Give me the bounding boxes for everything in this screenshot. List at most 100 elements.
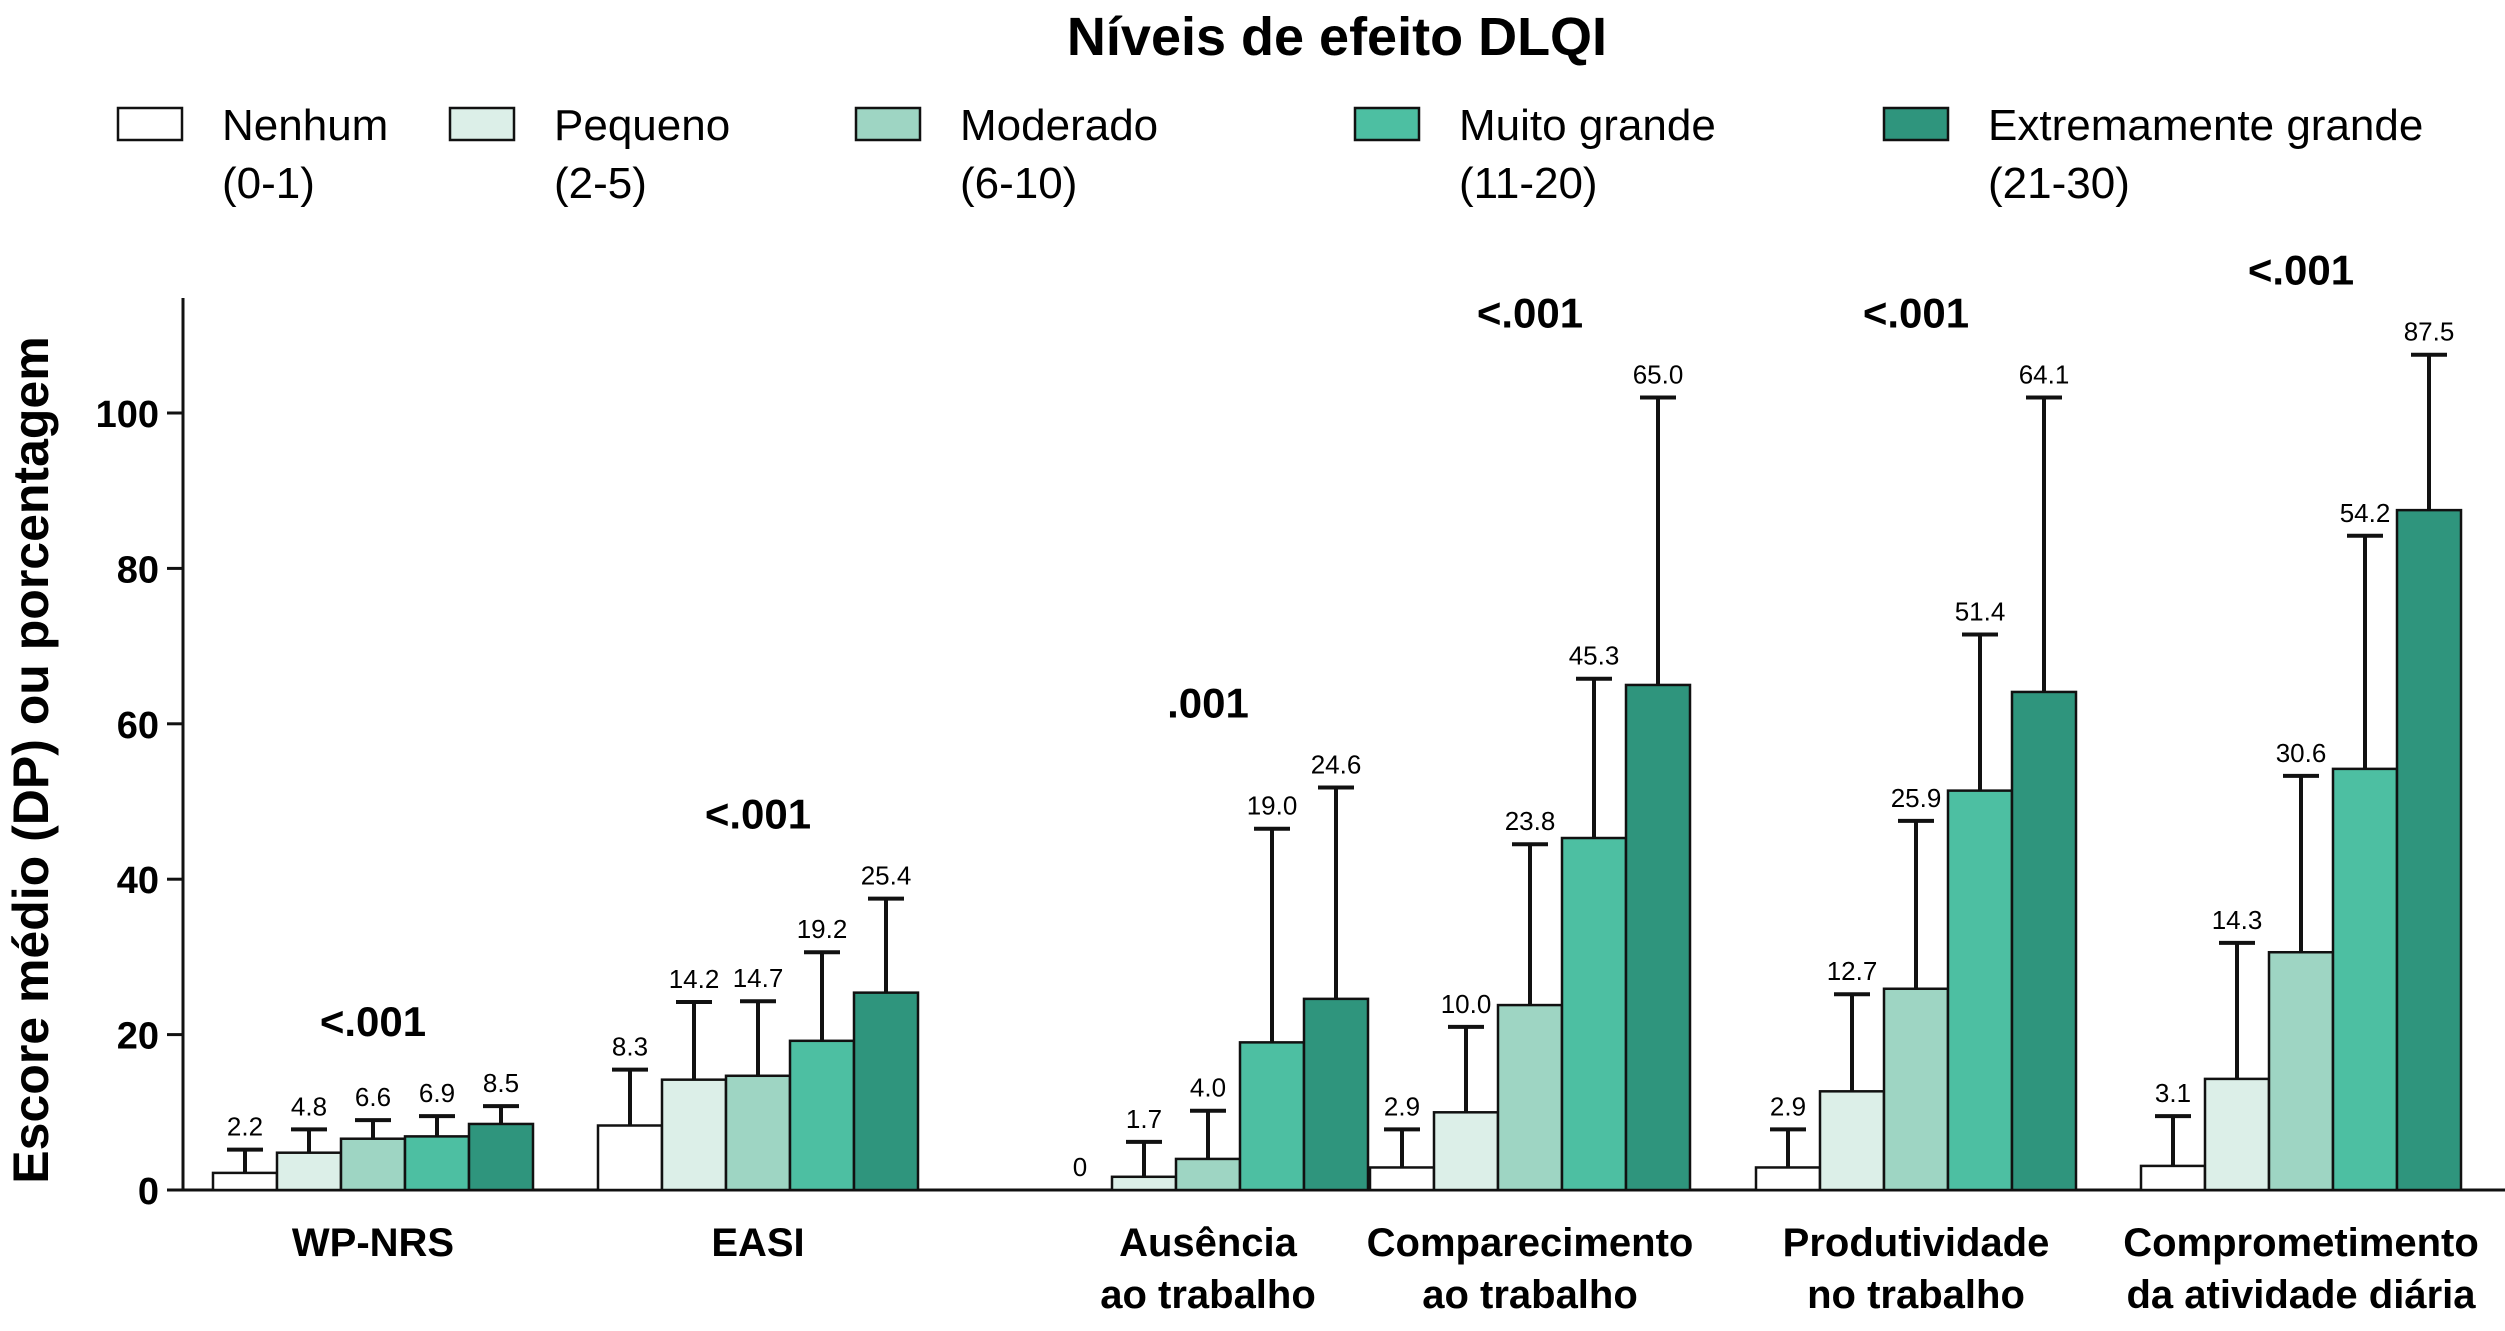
bar-0-1	[275, 1151, 343, 1192]
legend-range-1: (2-5)	[554, 159, 647, 208]
value-label-4-3: 51.4	[1955, 596, 2006, 626]
legend-swatch-3	[1353, 106, 1421, 142]
bar-1-4	[852, 991, 920, 1192]
p-value-4: <.001	[1863, 289, 1969, 336]
p-value-2: .001	[1167, 680, 1249, 727]
value-label-5-0: 3.1	[2155, 1078, 2191, 1108]
p-value-0: <.001	[320, 998, 426, 1045]
bar-0-2	[339, 1137, 407, 1192]
p-value-1: <.001	[705, 791, 811, 838]
bar-5-1	[2203, 1077, 2271, 1192]
category-label-0-0: WP-NRS	[292, 1221, 454, 1265]
legend-range-2: (6-10)	[960, 159, 1077, 208]
value-label-3-3: 45.3	[1569, 641, 1620, 671]
y-tick-label-3: 60	[117, 705, 159, 747]
value-label-1-2: 14.7	[733, 963, 784, 993]
bar-2-1	[1110, 1175, 1178, 1192]
bar-3-4	[1624, 683, 1692, 1192]
value-label-0-1: 4.8	[291, 1091, 327, 1121]
value-label-2-0: 0	[1073, 1152, 1087, 1182]
y-axis-label: Escore médio (DP) ou porcentagem	[3, 336, 59, 1183]
category-label-5-0: Comprometimento	[2123, 1221, 2479, 1265]
legend-label-0: Nenhum	[222, 101, 388, 150]
value-label-1-1: 14.2	[669, 964, 720, 994]
category-label-4-1: no trabalho	[1807, 1273, 2025, 1317]
bar-1-2	[724, 1074, 792, 1192]
category-label-3-0: Comparecimento	[1367, 1221, 1694, 1265]
bar-3-1	[1432, 1111, 1500, 1192]
bar-5-3	[2331, 767, 2399, 1192]
value-label-4-0: 2.9	[1770, 1091, 1806, 1121]
value-label-5-3: 54.2	[2340, 498, 2391, 528]
legend-label-3: Muito grande	[1459, 101, 1716, 150]
value-label-1-0: 8.3	[612, 1032, 648, 1062]
legend-swatch-2	[854, 106, 922, 142]
value-label-2-2: 4.0	[1190, 1073, 1226, 1103]
legend-swatch-1	[448, 106, 516, 142]
value-label-4-2: 25.9	[1891, 783, 1942, 813]
chart-title: Níveis de efeito DLQI	[1067, 7, 1607, 67]
p-value-3: <.001	[1477, 289, 1583, 336]
bar-3-0	[1368, 1166, 1436, 1192]
value-label-3-1: 10.0	[1441, 989, 1492, 1019]
value-label-2-1: 1.7	[1126, 1104, 1162, 1134]
value-label-0-3: 6.9	[419, 1078, 455, 1108]
bar-5-0	[2139, 1164, 2207, 1192]
bar-0-4	[467, 1122, 535, 1192]
p-value-5: <.001	[2248, 247, 2354, 294]
bar-4-0	[1754, 1166, 1822, 1192]
y-tick-label-4: 80	[117, 549, 159, 591]
value-label-0-2: 6.6	[355, 1082, 391, 1112]
bar-5-2	[2267, 950, 2335, 1192]
category-label-4-0: Produtividade	[1783, 1221, 2050, 1265]
bar-4-3	[1946, 789, 2014, 1192]
value-label-4-1: 12.7	[1827, 956, 1878, 986]
bar-4-1	[1818, 1090, 1886, 1192]
value-label-3-4: 65.0	[1633, 359, 1684, 389]
y-tick-label-0: 0	[138, 1171, 159, 1213]
legend-label-4: Extremamente grande	[1988, 101, 2423, 150]
value-label-4-4: 64.1	[2019, 359, 2070, 389]
legend-swatch-4	[1882, 106, 1950, 142]
category-label-5-1: da atividade diária	[2126, 1273, 2476, 1317]
value-label-1-4: 25.4	[861, 861, 912, 891]
value-label-5-2: 30.6	[2276, 738, 2327, 768]
legend-range-4: (21-30)	[1988, 159, 2130, 208]
legend-label-2: Moderado	[960, 101, 1158, 150]
category-label-2-1: ao trabalho	[1100, 1273, 1316, 1317]
bar-3-2	[1496, 1003, 1564, 1192]
value-label-0-0: 2.2	[227, 1112, 263, 1142]
category-label-2-0: Ausência	[1119, 1221, 1298, 1265]
value-label-3-2: 23.8	[1505, 806, 1556, 836]
legend: Nenhum (0-1) Pequeno (2-5) Moderado (6-10) Mui…	[116, 101, 2423, 208]
bar-2-4	[1302, 997, 1370, 1192]
bar-4-4	[2010, 690, 2078, 1192]
bar-1-1	[660, 1078, 728, 1192]
category-label-1-0: EASI	[711, 1221, 804, 1265]
value-label-5-4: 87.5	[2404, 317, 2455, 347]
bar-0-3	[403, 1135, 471, 1192]
category-label-3-1: ao trabalho	[1422, 1273, 1638, 1317]
bar-2-2	[1174, 1157, 1242, 1192]
y-tick-label-2: 40	[117, 860, 159, 902]
bar-0-0	[211, 1171, 279, 1192]
value-label-2-3: 19.0	[1247, 791, 1298, 821]
legend-swatch-0	[116, 106, 184, 142]
labels: 2.2 4.8 6.6 6.9 8.5 <.001 WP-NRS 8.3 14.2 14.7 19.…	[227, 247, 2479, 1317]
value-label-1-3: 19.2	[797, 914, 848, 944]
value-label-2-4: 24.6	[1311, 750, 1362, 780]
y-tick-label-5: 100	[96, 394, 159, 436]
legend-range-0: (0-1)	[222, 159, 315, 208]
y-tick-label-1: 20	[117, 1016, 159, 1058]
bar-2-3	[1238, 1041, 1306, 1192]
legend-range-3: (11-20)	[1459, 159, 1598, 208]
legend-label-1: Pequeno	[554, 101, 730, 150]
bars	[211, 352, 2463, 1192]
bar-5-4	[2395, 508, 2463, 1192]
bar-1-3	[788, 1039, 856, 1192]
value-label-5-1: 14.3	[2212, 905, 2263, 935]
bar-4-2	[1882, 987, 1950, 1192]
value-label-0-4: 8.5	[483, 1068, 519, 1098]
axes: 0 20 40 60 80 100	[96, 298, 2505, 1213]
